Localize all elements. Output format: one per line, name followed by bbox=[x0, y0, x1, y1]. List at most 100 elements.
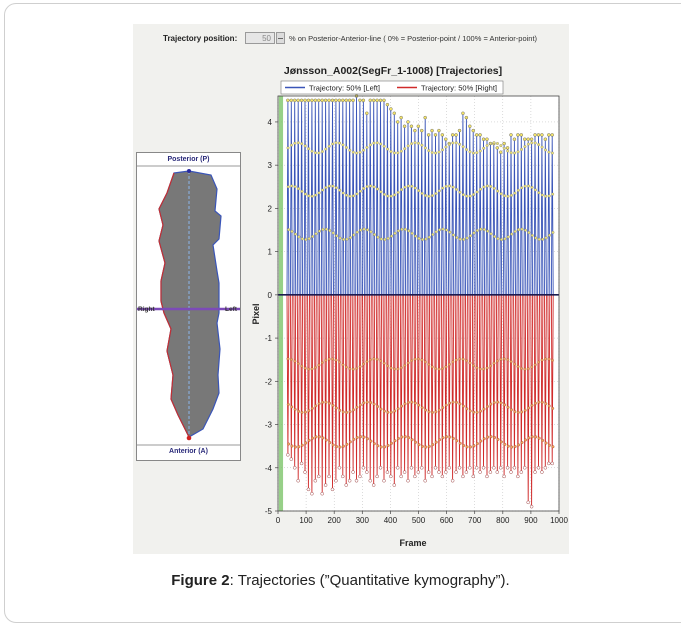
series-left-band-point bbox=[471, 151, 475, 155]
series-left-band-point bbox=[472, 193, 476, 196]
series-right-band-point bbox=[400, 404, 404, 408]
series-left-point bbox=[550, 133, 554, 137]
series-left-point bbox=[323, 98, 328, 103]
series-left-band-point bbox=[328, 229, 332, 232]
series-left-point bbox=[502, 141, 506, 146]
series-left-point bbox=[330, 98, 335, 103]
series-right-band-point bbox=[386, 410, 390, 414]
series-left-point bbox=[481, 137, 486, 141]
series-right-band-point bbox=[410, 400, 414, 404]
series-left-band-point bbox=[489, 185, 493, 188]
series-left-point bbox=[327, 98, 331, 103]
series-left-band-point bbox=[451, 141, 455, 145]
series-left-point bbox=[426, 133, 431, 137]
series-right-band-point bbox=[341, 363, 345, 367]
series-left-band-point bbox=[413, 186, 417, 190]
series-right-band-point bbox=[424, 408, 428, 412]
series-right-band-point bbox=[448, 401, 452, 405]
series-right-band-point bbox=[396, 407, 400, 411]
series-left-point bbox=[499, 150, 503, 154]
series-right-band-point bbox=[486, 435, 490, 439]
series-right-band-point bbox=[293, 407, 297, 411]
y-tick-label: 0 bbox=[268, 291, 273, 300]
series-left-band-point bbox=[485, 144, 489, 147]
series-left-band-point bbox=[297, 187, 301, 191]
series-right-point bbox=[351, 470, 355, 474]
series-right-band-point bbox=[461, 404, 465, 408]
series-left-band-point bbox=[530, 233, 534, 237]
series-right-band-point bbox=[386, 444, 390, 447]
series-right-band-point bbox=[530, 435, 534, 439]
series-right-band-point bbox=[407, 400, 410, 404]
series-right-band-point bbox=[375, 357, 379, 361]
series-right-band-point bbox=[510, 445, 514, 449]
series-left-point bbox=[371, 98, 376, 103]
series-right-point bbox=[454, 470, 458, 474]
series-right-band-point bbox=[352, 408, 355, 412]
series-left-band-point bbox=[321, 188, 325, 192]
series-right-band-point bbox=[533, 363, 537, 367]
series-right-band-point bbox=[362, 401, 366, 405]
series-right-band-point bbox=[420, 406, 424, 410]
series-right-band-point bbox=[407, 436, 411, 440]
series-right-band-point bbox=[321, 400, 325, 404]
series-right-point bbox=[389, 474, 393, 479]
series-right-band-point bbox=[331, 443, 335, 447]
series-left-band-point bbox=[348, 194, 352, 198]
series-left-band-point bbox=[437, 150, 441, 154]
series-right-band-point bbox=[382, 361, 386, 365]
series-left-point bbox=[526, 137, 530, 141]
series-right-band-point bbox=[431, 410, 434, 414]
series-left-band-point bbox=[372, 233, 376, 237]
series-left-point bbox=[368, 98, 372, 103]
series-right-band-point bbox=[352, 437, 356, 441]
series-left-band-point bbox=[423, 146, 427, 150]
series-left-band-point bbox=[342, 237, 345, 241]
series-left-band-point bbox=[461, 145, 465, 149]
series-right-band-point bbox=[506, 444, 510, 448]
series-right-band-point bbox=[393, 367, 396, 371]
series-right-band-point bbox=[472, 444, 476, 448]
series-left-band-point bbox=[430, 151, 434, 154]
series-right-point bbox=[433, 466, 438, 470]
percent-note: % on Posterior-Anterior-line ( 0% = Post… bbox=[289, 34, 538, 43]
series-left-band-point bbox=[362, 148, 366, 152]
series-left-point bbox=[547, 133, 551, 137]
series-left-band-point bbox=[372, 141, 376, 145]
series-right-band-point bbox=[399, 366, 403, 370]
series-right-band-point bbox=[417, 357, 420, 361]
trajectory-stepper-button[interactable] bbox=[276, 32, 285, 44]
series-right-band-point bbox=[482, 437, 486, 441]
trajectory-position-input[interactable]: 50 bbox=[245, 32, 275, 44]
series-left-point bbox=[293, 98, 297, 103]
series-left-band-point bbox=[311, 235, 315, 238]
series-left-band-point bbox=[537, 191, 541, 195]
series-right-point bbox=[516, 474, 520, 479]
series-left-band-point bbox=[489, 141, 493, 145]
series-left-point bbox=[320, 98, 324, 103]
series-right-band-point bbox=[530, 365, 534, 369]
series-right-band-point bbox=[547, 404, 551, 408]
series-left-band-point bbox=[451, 185, 455, 189]
y-tick-label: -3 bbox=[265, 421, 273, 430]
series-right-band-point bbox=[362, 435, 366, 439]
y-tick-label: 3 bbox=[268, 161, 273, 170]
series-right-point bbox=[344, 483, 348, 487]
series-right-point bbox=[523, 466, 527, 470]
series-right-band-point bbox=[434, 410, 438, 414]
series-right-point bbox=[536, 466, 541, 470]
series-right-band-point bbox=[355, 436, 359, 439]
series-left-band-point bbox=[447, 143, 451, 146]
series-left-band-point bbox=[502, 146, 506, 150]
series-right-point bbox=[547, 461, 551, 466]
series-right-band-point bbox=[314, 404, 318, 408]
series-left-band-point bbox=[386, 147, 390, 151]
series-right-point bbox=[426, 470, 431, 474]
trajectory-position-label: Trajectory position: bbox=[163, 34, 238, 43]
series-left-band-point bbox=[513, 151, 517, 155]
series-right-band-point bbox=[393, 439, 397, 443]
series-left-band-point bbox=[465, 194, 469, 198]
series-right-band-point bbox=[334, 358, 338, 362]
series-right-band-point bbox=[328, 401, 331, 405]
series-right-band-point bbox=[465, 407, 469, 411]
